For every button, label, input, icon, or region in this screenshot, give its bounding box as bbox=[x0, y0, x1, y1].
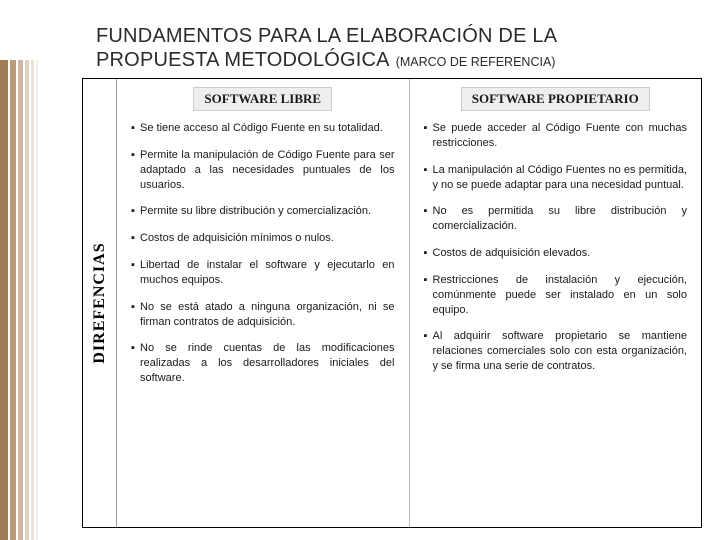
bullet-icon: ▪ bbox=[424, 121, 433, 151]
list-item: ▪Restricciones de instalación y ejecució… bbox=[424, 273, 688, 318]
title-line-2: PROPUESTA METODOLÓGICA bbox=[96, 48, 390, 72]
list-item-text: La manipulación al Código Fuentes no es … bbox=[433, 163, 688, 193]
list-item-text: Se tiene acceso al Código Fuente en su t… bbox=[140, 121, 395, 136]
bullet-icon: ▪ bbox=[131, 300, 140, 330]
column-software-libre: SOFTWARE LIBRE ▪Se tiene acceso al Códig… bbox=[117, 79, 409, 527]
bullet-icon: ▪ bbox=[424, 163, 433, 193]
bullet-icon: ▪ bbox=[424, 204, 433, 234]
list-item-text: Permite la manipulación de Código Fuente… bbox=[140, 148, 395, 193]
list-item-text: Libertad de instalar el software y ejecu… bbox=[140, 258, 395, 288]
column-software-propietario: SOFTWARE PROPIETARIO ▪Se puede acceder a… bbox=[409, 79, 702, 527]
list-item-text: No se está atado a ninguna organización,… bbox=[140, 300, 395, 330]
list-item-text: Costos de adquisición mínimos o nulos. bbox=[140, 231, 395, 246]
title-line-1: FUNDAMENTOS PARA LA ELABORACIÓN DE LA bbox=[96, 24, 696, 48]
sidebar-column: DIREFENCIAS bbox=[83, 79, 117, 527]
items-right: ▪Se puede acceder al Código Fuente con m… bbox=[424, 121, 688, 374]
column-header-left: SOFTWARE LIBRE bbox=[193, 87, 332, 111]
list-item-text: Se puede acceder al Código Fuente con mu… bbox=[433, 121, 688, 151]
page-title: FUNDAMENTOS PARA LA ELABORACIÓN DE LA PR… bbox=[96, 24, 696, 72]
items-left: ▪Se tiene acceso al Código Fuente en su … bbox=[131, 121, 395, 386]
bullet-icon: ▪ bbox=[131, 204, 140, 219]
list-item: ▪No se está atado a ninguna organización… bbox=[131, 300, 395, 330]
list-item-text: Permite su libre distribución y comercia… bbox=[140, 204, 395, 219]
bullet-icon: ▪ bbox=[131, 258, 140, 288]
list-item: ▪Se tiene acceso al Código Fuente en su … bbox=[131, 121, 395, 136]
list-item: ▪Permite la manipulación de Código Fuent… bbox=[131, 148, 395, 193]
list-item: ▪No se rinde cuentas de las modificacion… bbox=[131, 341, 395, 386]
list-item-text: No se rinde cuentas de las modificacione… bbox=[140, 341, 395, 386]
bullet-icon: ▪ bbox=[424, 329, 433, 374]
list-item: ▪Costos de adquisición mínimos o nulos. bbox=[131, 231, 395, 246]
list-item: ▪No es permitida su libre distribución y… bbox=[424, 204, 688, 234]
list-item: ▪Libertad de instalar el software y ejec… bbox=[131, 258, 395, 288]
list-item-text: Costos de adquisición elevados. bbox=[433, 246, 688, 261]
column-header-right: SOFTWARE PROPIETARIO bbox=[461, 87, 650, 111]
bullet-icon: ▪ bbox=[131, 148, 140, 193]
bullet-icon: ▪ bbox=[131, 121, 140, 136]
list-item: ▪Costos de adquisición elevados. bbox=[424, 246, 688, 261]
list-item: ▪Al adquirir software propietario se man… bbox=[424, 329, 688, 374]
bullet-icon: ▪ bbox=[131, 231, 140, 246]
list-item-text: No es permitida su libre distribución y … bbox=[433, 204, 688, 234]
comparison-table: DIREFENCIAS SOFTWARE LIBRE ▪Se tiene acc… bbox=[82, 78, 702, 528]
list-item: ▪La manipulación al Código Fuentes no es… bbox=[424, 163, 688, 193]
bullet-icon: ▪ bbox=[424, 273, 433, 318]
list-item: ▪Permite su libre distribución y comerci… bbox=[131, 204, 395, 219]
list-item-text: Restricciones de instalación y ejecución… bbox=[433, 273, 688, 318]
bullet-icon: ▪ bbox=[424, 246, 433, 261]
title-paren: (MARCO DE REFERENCIA) bbox=[396, 55, 556, 69]
list-item: ▪Se puede acceder al Código Fuente con m… bbox=[424, 121, 688, 151]
decorative-stripes bbox=[0, 60, 42, 540]
bullet-icon: ▪ bbox=[131, 341, 140, 386]
sidebar-label: DIREFENCIAS bbox=[91, 242, 109, 363]
list-item-text: Al adquirir software propietario se mant… bbox=[433, 329, 688, 374]
